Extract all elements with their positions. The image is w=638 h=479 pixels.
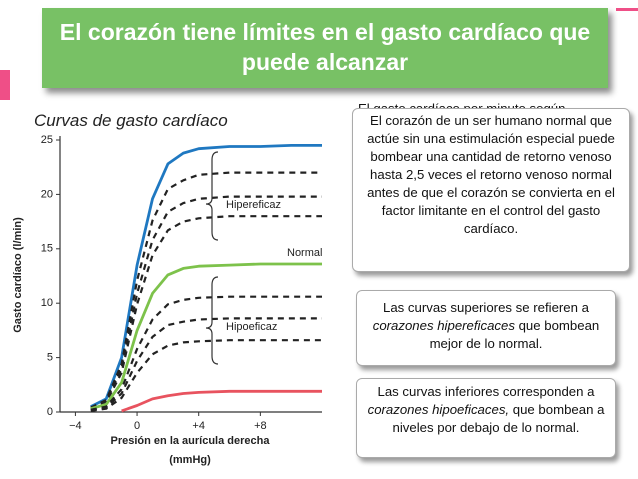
text-box: Las curvas inferiores corresponden a cor… — [356, 378, 616, 458]
y-tick-label: 15 — [41, 243, 53, 255]
box-text: que bombean mejor de lo normal. — [429, 317, 600, 351]
bracket — [205, 276, 219, 365]
title-text: El corazón tiene límites en el gasto car… — [59, 19, 591, 75]
box-text: Las curvas inferiores corresponden a — [377, 384, 595, 399]
x-tick-label: +8 — [254, 420, 267, 432]
curve — [90, 195, 322, 409]
box-text: corazones hipoeficaces, — [367, 401, 510, 417]
text-box: El corazón de un ser humano normal que a… — [352, 108, 630, 272]
y-tick-label: 0 — [47, 406, 53, 418]
x-axis-label: Presión en la aurícula derecha — [111, 435, 271, 447]
text-box: Las curvas superiores se refieren a cora… — [356, 290, 616, 366]
curve — [121, 389, 322, 413]
y-tick-label: 5 — [47, 352, 53, 364]
slide-title: El corazón tiene límites en el gasto car… — [42, 8, 608, 88]
y-axis-label: Gasto cardíaco (l/min) — [12, 217, 24, 333]
curve — [90, 144, 322, 408]
curve — [90, 295, 322, 411]
subtitle: Curvas de gasto cardíaco — [34, 111, 228, 130]
chart: 0 5 10 15 20 25 −4 0 +4 +8 Gasto cardíaco (l/min) P… — [12, 134, 323, 466]
curve — [90, 215, 322, 410]
y-tick-label: 10 — [41, 297, 53, 309]
box-text: El corazón de un ser humano normal que a… — [367, 113, 615, 236]
annotation: Hipereficaz — [226, 199, 281, 211]
curve — [90, 262, 322, 411]
accent — [616, 8, 638, 11]
annotation: Hipoeficaz — [226, 321, 277, 333]
y-tick-label: 20 — [41, 188, 53, 200]
box-text: corazones hipereficaces — [372, 317, 515, 333]
x-tick-label: +4 — [192, 420, 205, 432]
accent — [0, 70, 10, 100]
x-tick-label: −4 — [69, 420, 82, 432]
bracket — [205, 151, 219, 241]
curve — [90, 171, 322, 409]
x-tick-label: 0 — [134, 420, 140, 432]
annotation: Normal — [287, 247, 322, 259]
x-axis-label: (mmHg) — [169, 454, 211, 466]
y-tick-label: 25 — [41, 134, 53, 146]
curve — [90, 339, 322, 412]
box-text: que bombean a niveles por debajo de lo n… — [392, 401, 605, 435]
box-text: Las curvas superiores se refieren a — [383, 300, 589, 315]
